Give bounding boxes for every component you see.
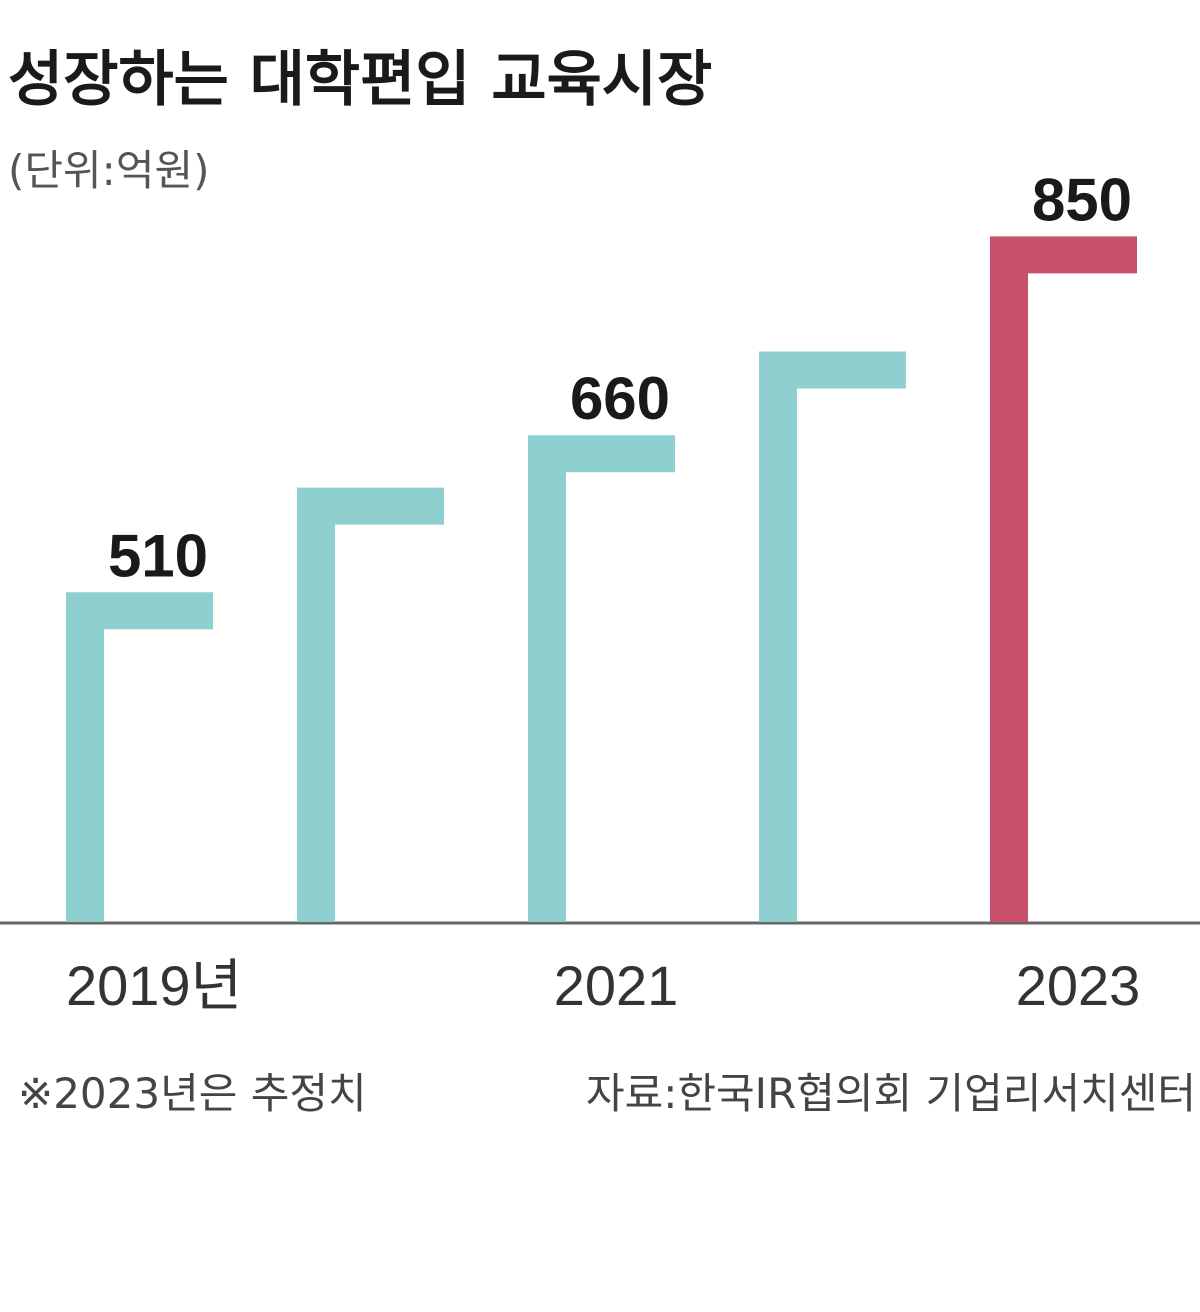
source: 자료:한국IR협의회 기업리서치센터 — [586, 1069, 1196, 1118]
unit-label: (단위:억원) — [8, 146, 209, 195]
data-label: 660 — [570, 365, 670, 432]
x-tick-label: 2021 — [554, 954, 679, 1017]
bar — [759, 351, 906, 922]
data-label: 510 — [108, 522, 208, 589]
bar — [990, 236, 1137, 922]
data-label: 850 — [1032, 166, 1132, 233]
bar — [528, 435, 675, 922]
x-tick-label: 2023 — [1016, 954, 1141, 1017]
chart-title: 성장하는 대학편입 교육시장 — [8, 45, 712, 115]
x-tick-label: 2019년 — [66, 954, 242, 1017]
footnote: ※2023년은 추정치 — [18, 1069, 367, 1118]
bar — [297, 487, 444, 922]
bar — [66, 592, 213, 922]
